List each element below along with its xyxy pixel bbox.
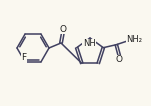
Text: NH: NH [83,40,95,49]
Text: F: F [21,53,27,62]
Text: NH₂: NH₂ [126,35,142,44]
Text: O: O [59,24,66,33]
Text: O: O [116,55,123,64]
